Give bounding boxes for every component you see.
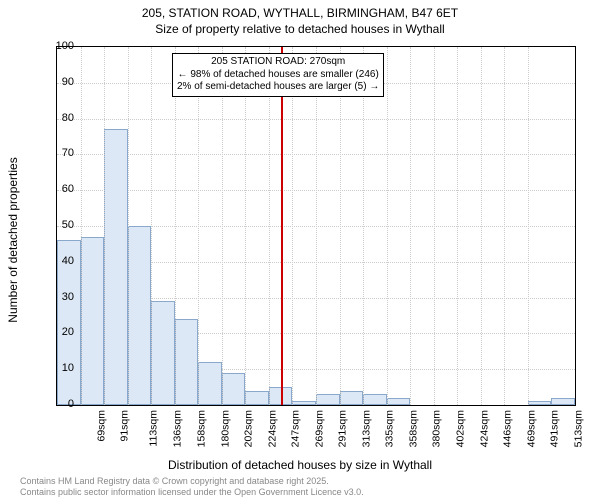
y-tick-label: 50 — [44, 219, 74, 231]
histogram-bar — [151, 301, 175, 405]
gridline-v — [222, 47, 223, 405]
gridline-v — [528, 47, 529, 405]
histogram-bar — [340, 391, 364, 405]
gridline-v — [198, 47, 199, 405]
histogram-bar — [222, 373, 246, 405]
gridline-v — [151, 47, 152, 405]
attribution: Contains HM Land Registry data © Crown c… — [20, 476, 364, 499]
y-tick-label: 90 — [44, 76, 74, 88]
x-tick-label: 402sqm — [454, 410, 466, 447]
x-tick-label: 69sqm — [95, 410, 107, 442]
gridline-v — [457, 47, 458, 405]
gridline-v — [245, 47, 246, 405]
histogram-bar — [292, 401, 316, 405]
attribution-line-1: Contains HM Land Registry data © Crown c… — [20, 476, 364, 487]
chart-title: 205, STATION ROAD, WYTHALL, BIRMINGHAM, … — [0, 0, 600, 37]
x-tick-label: 291sqm — [337, 410, 349, 447]
x-tick-label: 180sqm — [219, 410, 231, 447]
gridline-v — [292, 47, 293, 405]
x-tick-label: 313sqm — [360, 410, 372, 447]
x-tick-label: 91sqm — [119, 410, 131, 442]
title-line-1: 205, STATION ROAD, WYTHALL, BIRMINGHAM, … — [0, 6, 600, 22]
title-line-2: Size of property relative to detached ho… — [0, 22, 600, 38]
y-tick-label: 0 — [44, 398, 74, 410]
y-tick-label: 40 — [44, 255, 74, 267]
histogram-bar — [128, 226, 152, 405]
gridline-v — [104, 47, 105, 405]
x-tick-label: 491sqm — [548, 410, 560, 447]
annotation-line-1: 205 STATION ROAD: 270sqm — [177, 56, 379, 69]
histogram-bar — [316, 394, 340, 405]
annotation-box: 205 STATION ROAD: 270sqm ← 98% of detach… — [172, 53, 384, 97]
x-tick-label: 269sqm — [313, 410, 325, 447]
x-tick-label: 224sqm — [266, 410, 278, 447]
gridline-v — [81, 47, 82, 405]
x-tick-label: 335sqm — [384, 410, 396, 447]
annotation-line-2: ← 98% of detached houses are smaller (24… — [177, 69, 379, 82]
chart-container: 205, STATION ROAD, WYTHALL, BIRMINGHAM, … — [0, 0, 600, 500]
x-tick-label: 446sqm — [501, 410, 513, 447]
x-tick-label: 113sqm — [147, 410, 159, 447]
histogram-bar — [81, 237, 105, 405]
gridline-v — [410, 47, 411, 405]
gridline-v — [175, 47, 176, 405]
x-axis-label: Distribution of detached houses by size … — [0, 458, 600, 472]
histogram-bar — [363, 394, 387, 405]
gridline-v — [387, 47, 388, 405]
gridline-v — [340, 47, 341, 405]
histogram-bar — [245, 391, 269, 405]
x-tick-label: 136sqm — [172, 410, 184, 447]
x-tick-label: 358sqm — [407, 410, 419, 447]
x-tick-label: 247sqm — [289, 410, 301, 447]
x-tick-label: 158sqm — [195, 410, 207, 447]
reference-line — [281, 47, 283, 405]
y-tick-label: 20 — [44, 326, 74, 338]
x-tick-label: 380sqm — [431, 410, 443, 447]
histogram-bar — [387, 398, 411, 405]
x-tick-label: 513sqm — [572, 410, 584, 447]
x-tick-label: 202sqm — [242, 410, 254, 447]
y-tick-label: 60 — [44, 183, 74, 195]
histogram-bar — [198, 362, 222, 405]
histogram-bar — [104, 129, 128, 405]
gridline-v — [504, 47, 505, 405]
x-tick-label: 469sqm — [525, 410, 537, 447]
y-tick-label: 80 — [44, 112, 74, 124]
gridline-v — [481, 47, 482, 405]
y-tick-label: 70 — [44, 147, 74, 159]
gridline-v — [434, 47, 435, 405]
histogram-bar — [551, 398, 575, 405]
attribution-line-2: Contains public sector information licen… — [20, 487, 364, 498]
gridline-v — [128, 47, 129, 405]
histogram-bar — [528, 401, 552, 405]
y-tick-label: 10 — [44, 362, 74, 374]
y-tick-label: 30 — [44, 291, 74, 303]
y-tick-label: 100 — [44, 40, 74, 52]
x-tick-label: 424sqm — [478, 410, 490, 447]
annotation-line-3: 2% of semi-detached houses are larger (5… — [177, 81, 379, 94]
gridline-v — [269, 47, 270, 405]
gridline-v — [363, 47, 364, 405]
y-axis-label: Number of detached properties — [6, 75, 20, 240]
histogram-bar — [175, 319, 199, 405]
gridline-v — [316, 47, 317, 405]
plot-area: 205 STATION ROAD: 270sqm ← 98% of detach… — [56, 46, 576, 406]
